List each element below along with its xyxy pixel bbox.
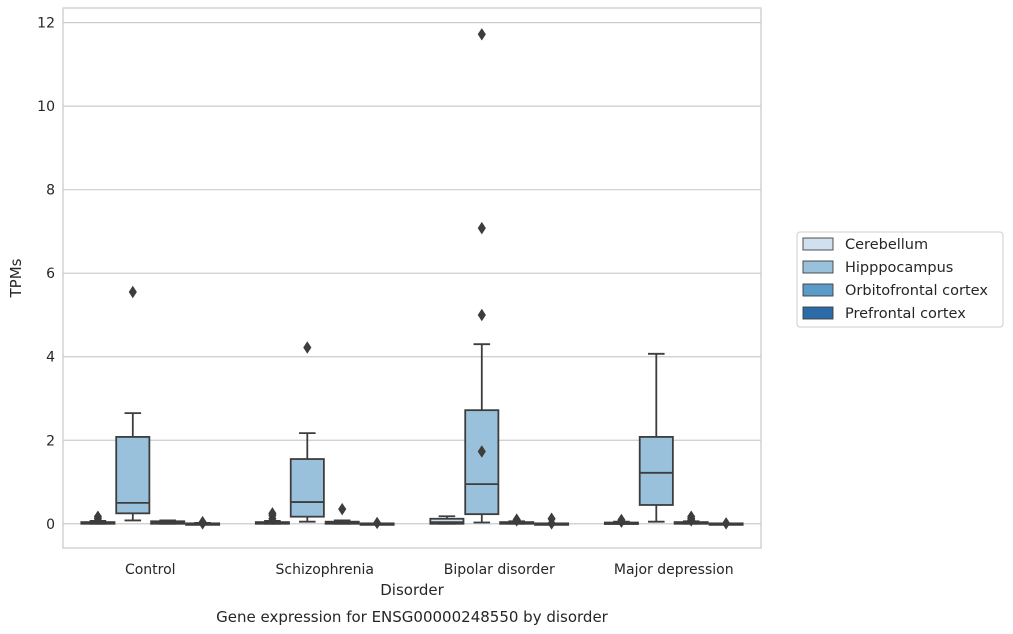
outlier-point (477, 445, 486, 458)
outlier-point (198, 515, 207, 529)
legend-swatch (802, 260, 834, 274)
box-0-1 (254, 507, 290, 525)
box-2-2 (499, 513, 535, 527)
outlier-point (722, 517, 731, 530)
x-tick-labels: Control Schizophrenia Bipolar disorder Majo… (125, 562, 734, 578)
box-2-1 (324, 502, 360, 525)
outlier-point (512, 513, 521, 526)
y-tick-label: 0 (46, 517, 55, 533)
outlier-point (547, 512, 556, 525)
outlier-point (477, 221, 486, 235)
y-tick-label: 6 (46, 266, 55, 282)
box-1-2 (464, 28, 500, 524)
y-tick-labels: 0 2 4 6 8 10 12 (37, 16, 55, 533)
legend-swatch (802, 283, 834, 297)
box-3-0 (185, 515, 221, 530)
outlier-point (617, 513, 626, 527)
x-tick-label: Control (125, 562, 176, 578)
box-body (289, 458, 325, 518)
box-3-2 (534, 512, 570, 530)
gridlines (63, 22, 761, 525)
box-3-1 (359, 516, 395, 530)
y-tick-label: 4 (46, 350, 55, 366)
box-2-3 (673, 510, 709, 527)
box-0-2 (429, 515, 465, 525)
box-body (115, 436, 151, 515)
legend-label: Orbitofrontal cortex (845, 283, 988, 299)
box-body (638, 436, 674, 506)
box-0-3 (603, 513, 639, 528)
y-tick-label: 10 (37, 99, 55, 115)
legend-label: Hipppocampus (845, 260, 953, 276)
outlier-point (477, 308, 486, 322)
legend: Cerebellum Hipppocampus Orbitofrontal cort… (796, 231, 1004, 328)
outlier-point (93, 510, 102, 523)
box-1-3 (638, 352, 674, 523)
outlier-point (128, 285, 137, 299)
box-3-3 (708, 517, 744, 530)
outlier-point (373, 516, 382, 530)
legend-label: Prefrontal cortex (845, 306, 966, 322)
plot-frame (62, 7, 762, 549)
box-2-0 (150, 519, 186, 525)
x-tick-label: Schizophrenia (276, 562, 374, 578)
outlier-point (268, 507, 277, 520)
outlier-point (303, 341, 312, 354)
legend-label: Cerebellum (845, 237, 928, 253)
chart-caption: Gene expression for ENSG00000248550 by d… (216, 608, 609, 626)
y-tick-label: 8 (46, 183, 55, 199)
box-1-1 (289, 341, 325, 523)
x-tick-label: Major depression (614, 562, 734, 578)
x-tick-label: Bipolar disorder (444, 562, 555, 578)
box-1-0 (115, 285, 151, 522)
legend-swatch (802, 306, 834, 320)
box-body (464, 409, 500, 516)
x-axis-title: Disorder (380, 581, 444, 599)
y-tick-label: 2 (46, 433, 55, 449)
box-0-0 (80, 510, 116, 525)
outlier-point (477, 28, 486, 41)
outlier-point (687, 510, 696, 523)
legend-swatch (802, 237, 834, 251)
legend-frame (796, 231, 1004, 328)
box-plot-area (80, 28, 744, 530)
y-tick-label: 12 (37, 16, 55, 32)
y-axis-title: TPMs (7, 258, 25, 298)
outlier-point (338, 502, 347, 516)
